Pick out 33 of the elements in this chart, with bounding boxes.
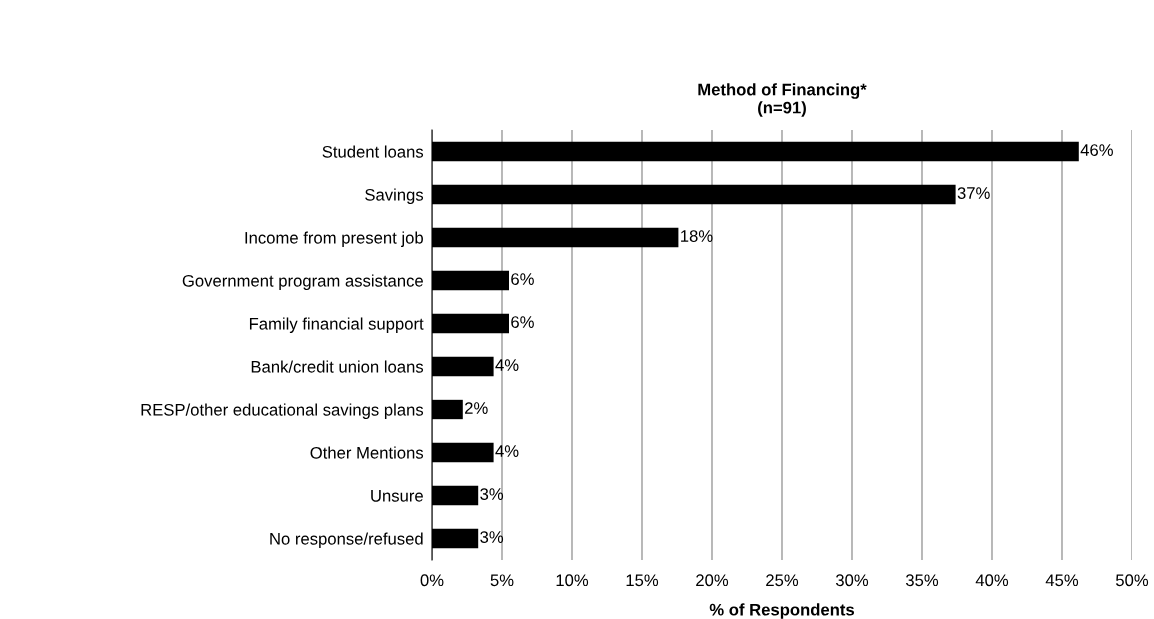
x-tick-label: 10% (556, 574, 589, 587)
x-tick-label: 25% (766, 574, 799, 587)
x-tick-label: 40% (975, 574, 1009, 587)
x-tick-label: 50% (1115, 574, 1149, 587)
y-tick-label: Government program assistance (182, 274, 423, 290)
x-tick-label: 0% (420, 574, 444, 587)
data-label: 4% (495, 445, 519, 457)
x-tick-label: 15% (626, 574, 659, 587)
data-label: 37% (957, 187, 990, 199)
x-tick-label: 35% (905, 574, 939, 587)
y-tick-label: Bank/credit union loans (251, 360, 424, 373)
y-tick-label: Student loans (322, 145, 424, 158)
data-label: 3% (480, 488, 504, 500)
y-tick-label: No response/refused (270, 532, 423, 548)
y-tick-label: RESP/other educational savings plans (141, 403, 424, 419)
data-label: 6% (511, 273, 534, 285)
data-label: 3% (480, 531, 504, 543)
y-tick-label: Family financial support (249, 317, 424, 333)
x-tick-label: 20% (696, 574, 729, 587)
data-label: 18% (681, 230, 713, 242)
y-tick-label: Unsure (371, 490, 423, 502)
y-tick-label: Savings (365, 188, 424, 204)
y-tick-label: Income from present job (245, 231, 423, 247)
data-label: 6% (511, 316, 534, 328)
x-axis-title: % of Respondents (709, 603, 855, 619)
x-tick-label: 5% (490, 574, 514, 587)
chart-title: Method of Financing* (n=91) (698, 83, 867, 117)
y-tick-label: Other Mentions (310, 446, 424, 459)
data-label: 46% (1080, 144, 1113, 156)
data-label: 4% (495, 359, 519, 371)
data-label: 2% (465, 402, 488, 414)
x-tick-label: 45% (1045, 574, 1079, 587)
x-tick-label: 30% (835, 574, 869, 587)
